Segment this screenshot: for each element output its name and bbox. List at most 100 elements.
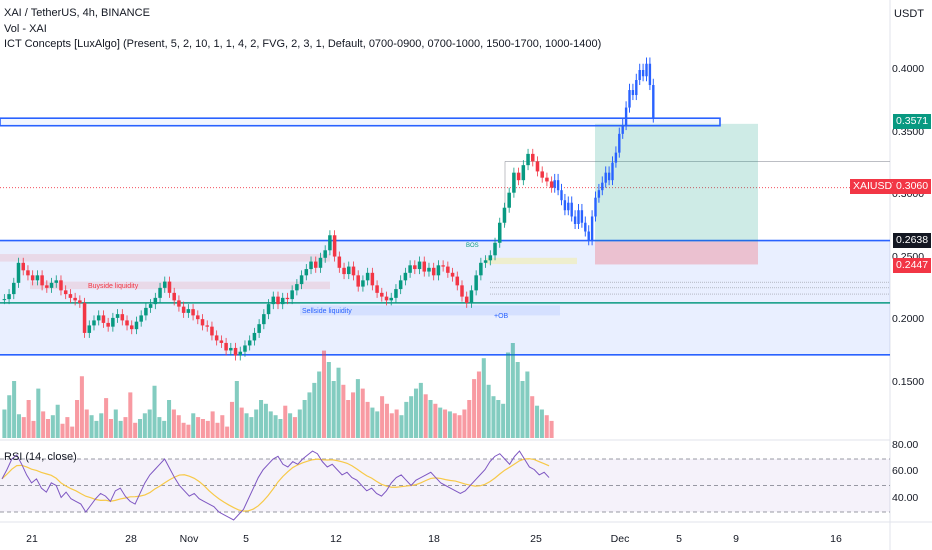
candle-109 [516, 172, 521, 181]
candle-88 [417, 261, 422, 270]
candle-113 [535, 161, 540, 172]
volume-bar-81 [394, 409, 399, 438]
volume-bar-17 [84, 409, 89, 438]
candle-58 [276, 296, 280, 305]
candle-21 [101, 315, 106, 323]
projection-candle-19 [618, 133, 621, 153]
volume-bar-94 [457, 415, 462, 438]
candle-11 [54, 280, 59, 283]
candle-69 [328, 235, 332, 251]
candle-35 [167, 281, 172, 293]
time-tick: 25 [530, 533, 542, 545]
candle-84 [398, 280, 403, 290]
last-price-tag: 0.3060 [893, 179, 932, 194]
volume-bar-24 [118, 420, 123, 438]
volume-bar-85 [413, 388, 419, 438]
volume-bar-15 [75, 400, 80, 438]
volume-bar-26 [128, 392, 133, 438]
volume-bar-59 [288, 413, 293, 438]
time-tick: 21 [26, 533, 38, 545]
volume-bar-64 [312, 382, 317, 438]
volume-bar-77 [375, 411, 380, 438]
candle-12 [59, 280, 63, 291]
volume-bar-89 [433, 403, 438, 438]
candle-40 [191, 309, 195, 316]
candle-94 [446, 266, 450, 273]
rsi-ma-line [1, 458, 550, 512]
candle-33 [158, 287, 162, 298]
volume-bar-29 [142, 413, 147, 438]
candle-29 [139, 315, 143, 322]
volume-bar-88 [428, 400, 433, 438]
candle-62 [295, 284, 299, 291]
time-tick: 12 [330, 533, 342, 545]
time-tick: Nov [179, 533, 199, 545]
candle-79 [375, 285, 379, 293]
rsi-legend: RSI (14, close) [4, 451, 77, 463]
volume-bar-0 [2, 409, 7, 438]
volume-bar-32 [157, 417, 162, 438]
target-price-tag: 0.3571 [893, 114, 932, 129]
volume-bar-41 [200, 419, 205, 438]
candle-107 [507, 192, 511, 208]
volume-bar-3 [16, 414, 21, 438]
price-tick: 0.4000 [892, 63, 925, 75]
volume-bar-90 [438, 407, 443, 438]
projection-candle-13 [597, 190, 601, 198]
volume-bar-98 [476, 371, 481, 438]
volume-bar-19 [94, 420, 99, 438]
candle-74 [351, 266, 356, 276]
volume-bar-105 [510, 343, 515, 438]
currency-label[interactable]: USDT [894, 8, 924, 20]
fvg-zone-1 [0, 254, 330, 262]
candle-87 [413, 265, 417, 270]
volume-bar-34 [167, 400, 172, 438]
projection-candle-14 [601, 182, 604, 191]
volume-bar-44 [215, 422, 220, 438]
candle-23 [111, 317, 115, 327]
volume-bar-73 [355, 379, 360, 438]
candle-45 [214, 335, 219, 341]
projection-candle-25 [638, 70, 641, 81]
projection-candle-7 [577, 210, 580, 224]
volume-bar-103 [501, 403, 506, 438]
volume-bar-20 [99, 413, 104, 438]
volume-bar-47 [229, 401, 235, 438]
candle-13 [63, 290, 68, 295]
volume-bar-66 [321, 350, 327, 438]
candle-110 [521, 165, 526, 181]
rsi-line [1, 450, 550, 521]
volume-bar-51 [249, 417, 254, 438]
volume-bar-92 [447, 411, 452, 438]
volume-bar-100 [486, 384, 491, 438]
volume-bar-9 [45, 419, 51, 438]
volume-bar-2 [12, 381, 17, 438]
candle-115 [545, 177, 549, 182]
sellside-liquidity-label: Sellside liquidity [302, 308, 352, 315]
volume-bar-58 [283, 405, 288, 438]
candle-71 [337, 256, 342, 268]
candle-5 [26, 270, 30, 276]
time-tick: 9 [733, 533, 739, 545]
projection-candle-11 [590, 216, 594, 241]
order-block-label: +OB [494, 313, 509, 320]
volume-bar-30 [147, 409, 152, 438]
candle-105 [497, 222, 502, 243]
candle-26 [125, 320, 129, 326]
candle-80 [380, 292, 384, 297]
candle-89 [422, 261, 427, 272]
volume-bar-12 [60, 423, 65, 438]
level-price-tag: 0.2638 [893, 233, 932, 248]
volume-legend: Vol - XAI [4, 23, 47, 35]
volume-bar-101 [491, 396, 496, 438]
volume-bar-46 [225, 426, 230, 438]
projection-candle-4 [567, 202, 570, 211]
projection-candle-15 [604, 172, 607, 183]
candle-7 [35, 275, 40, 281]
liquidity-band [0, 240, 890, 355]
candle-112 [531, 153, 535, 162]
volume-bar-45 [220, 415, 225, 438]
candle-54 [257, 324, 261, 333]
